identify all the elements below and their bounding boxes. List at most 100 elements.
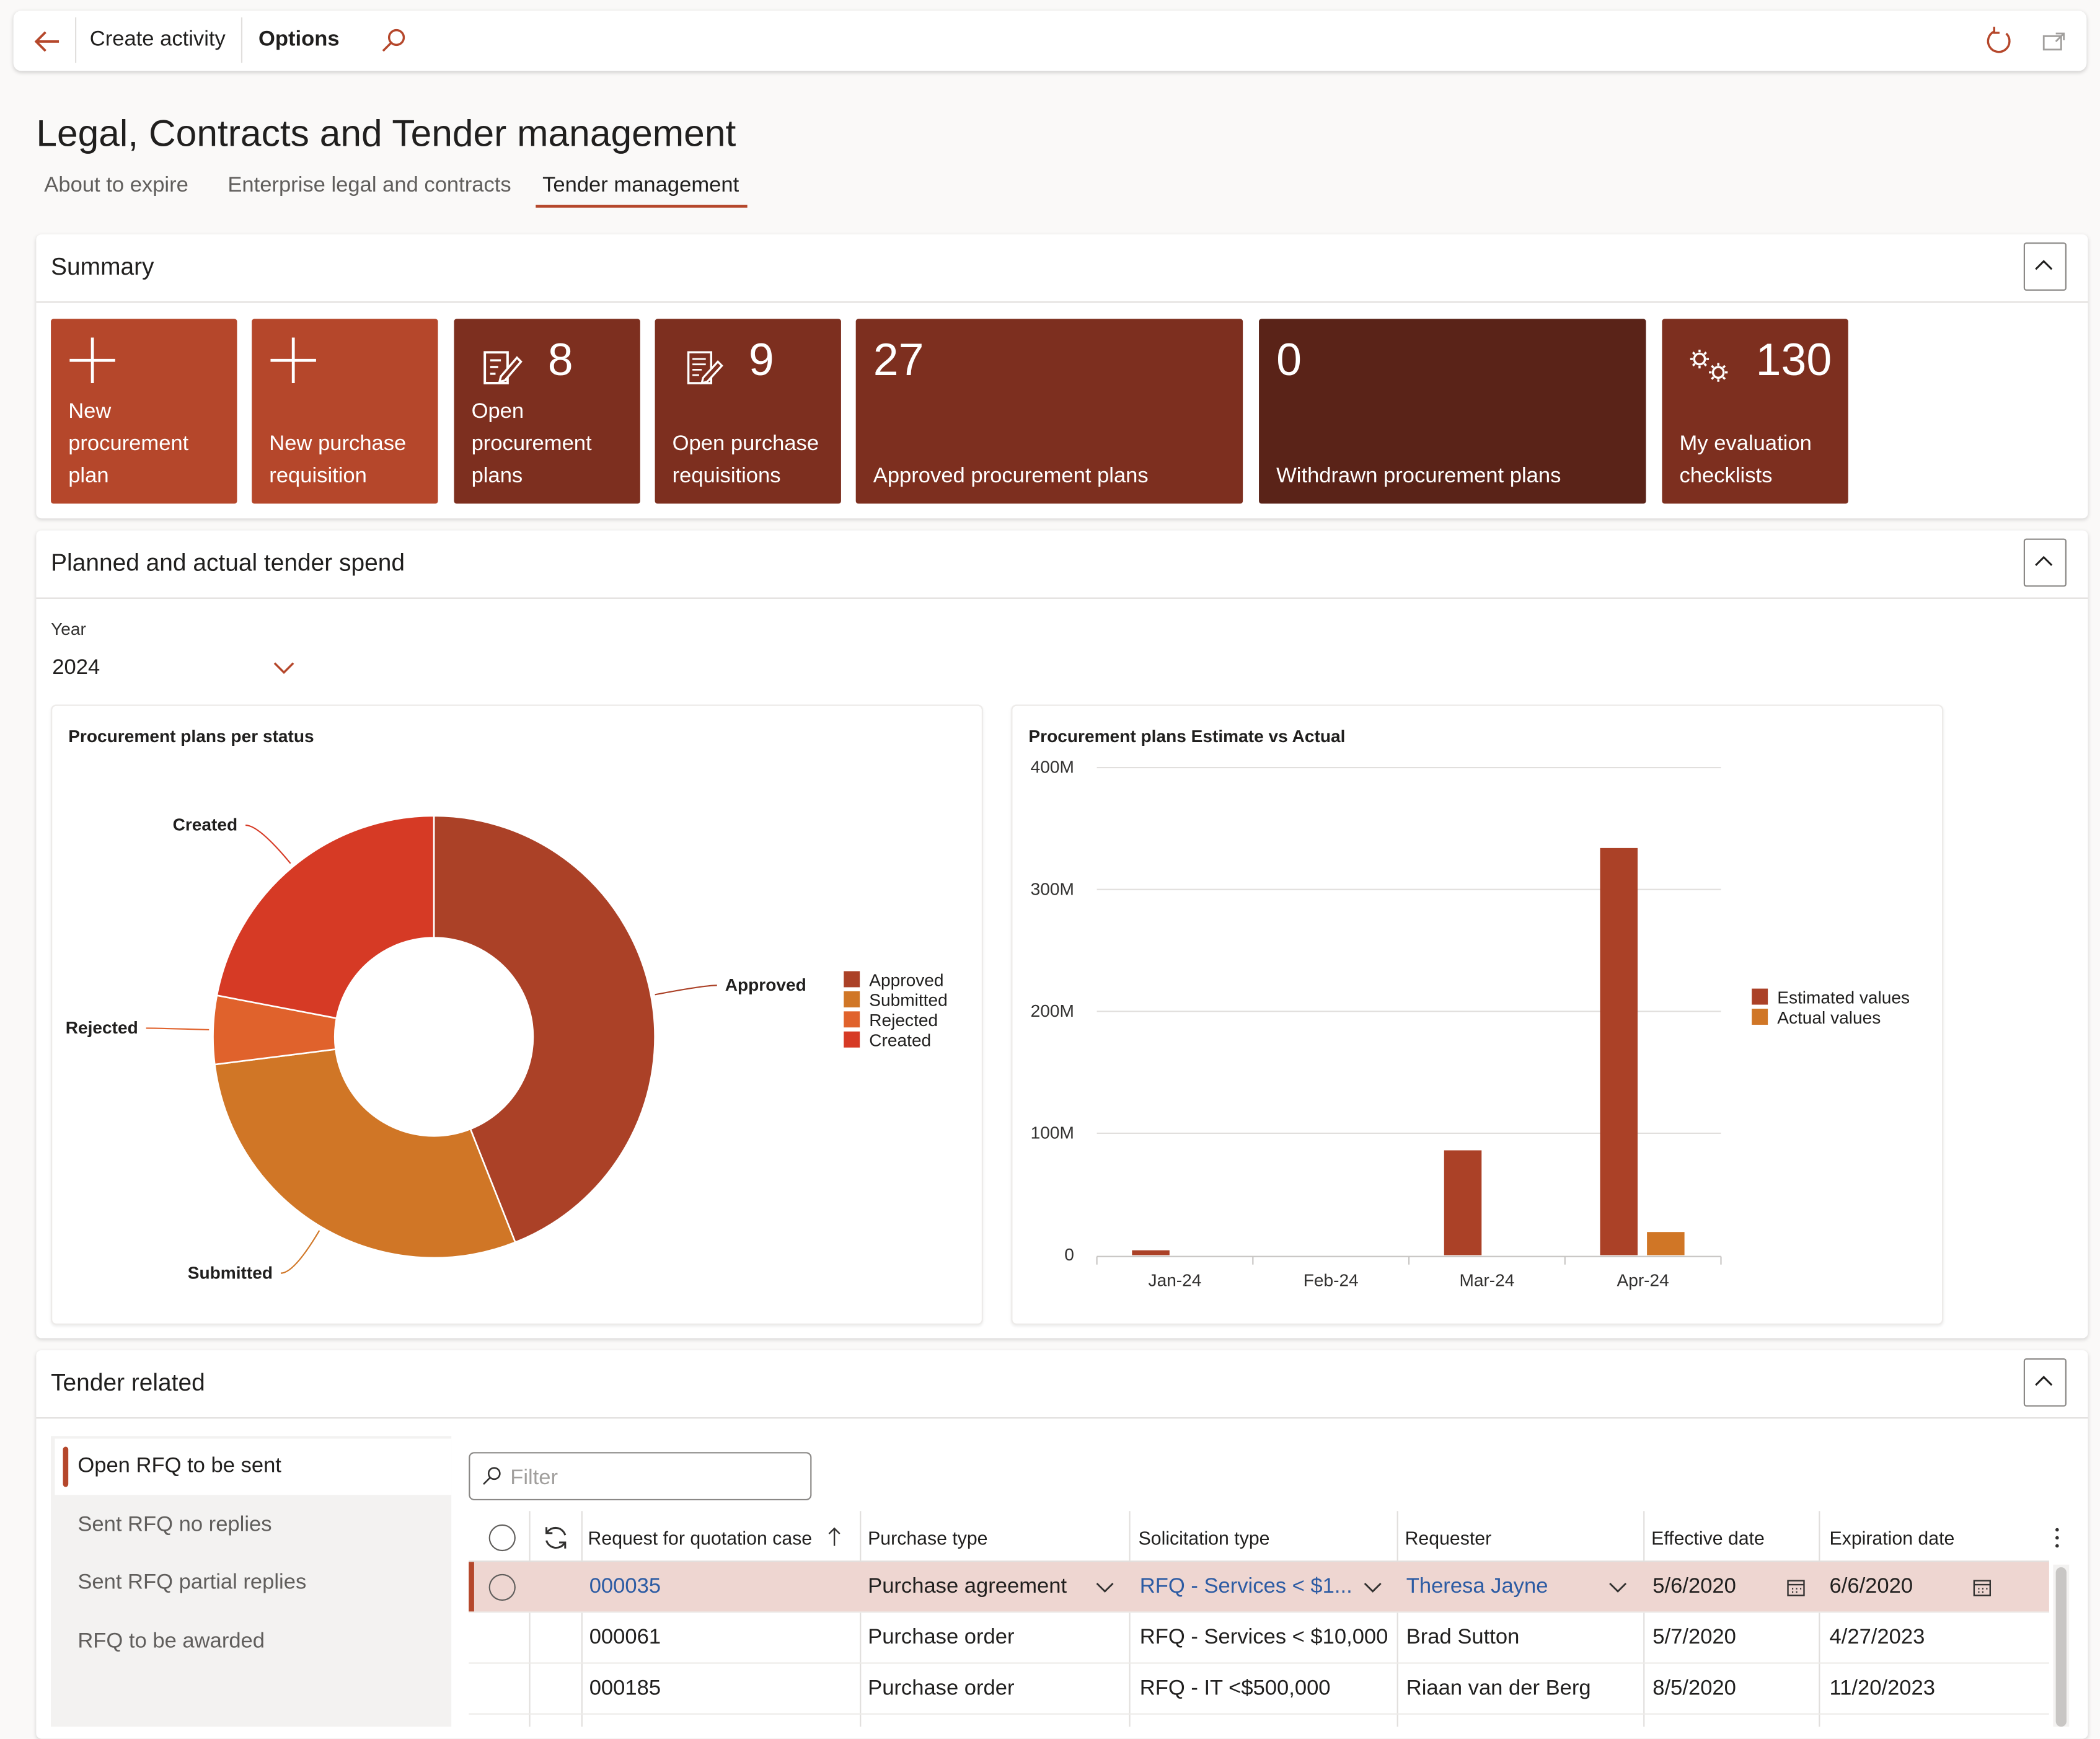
purchase-type-cell: Purchase order: [868, 1677, 1015, 1700]
effective-date-cell: 5/7/2020: [1652, 1626, 1736, 1649]
tab-about-to-expire[interactable]: About to expire: [44, 174, 188, 197]
create-activity-button[interactable]: Create activity: [89, 28, 226, 51]
status-donut-chart: ApprovedSubmittedRejectedCreatedApproved…: [66, 815, 948, 1282]
rfq-case-link[interactable]: 000035: [589, 1575, 661, 1598]
legend-label: Approved: [869, 970, 943, 989]
slice-label: Approved: [725, 975, 806, 994]
tile-open-purchase-requisitions[interactable]: 9 Open purchase requisitions: [655, 319, 841, 504]
estimate-vs-actual-chart-panel: Procurement plans Estimate vs Actual 0 10…: [1011, 704, 1944, 1325]
tile-withdrawn-procurement-plans[interactable]: 0 Withdrawn procurement plans: [1259, 319, 1646, 504]
table-row[interactable]: 000061 Purchase order RFQ - Services < $…: [469, 1613, 2049, 1664]
slice-label: Created: [173, 815, 238, 834]
tile-my-evaluation-checklists[interactable]: 130 My evaluation checklists: [1662, 319, 1848, 504]
filter-placeholder: Filter: [510, 1466, 558, 1490]
chevron-down-icon: [273, 662, 294, 675]
nav-sent-rfq-partial-replies[interactable]: Sent RFQ partial replies: [77, 1571, 307, 1595]
nav-rfq-to-be-awarded[interactable]: RFQ to be awarded: [77, 1630, 265, 1653]
options-menu[interactable]: Options: [258, 28, 340, 51]
column-header-solicitation-type[interactable]: Solicitation type: [1138, 1527, 1270, 1549]
bar-estimated-values[interactable]: [1444, 1150, 1482, 1255]
tile-new-purchase-requisition[interactable]: New purchase requisition: [252, 319, 438, 504]
refresh-icon[interactable]: [541, 1523, 571, 1553]
search-icon: [483, 1467, 501, 1485]
column-header-requester[interactable]: Requester: [1405, 1527, 1492, 1549]
tile-approved-procurement-plans[interactable]: 27 Approved procurement plans: [855, 319, 1243, 504]
x-tick-label: Jan-24: [1149, 1270, 1202, 1290]
rfq-case-cell[interactable]: 000185: [589, 1677, 661, 1700]
tab-enterprise-legal-and-contracts[interactable]: Enterprise legal and contracts: [227, 174, 511, 197]
legend-swatch: [844, 991, 860, 1007]
tile-label: My evaluation checklists: [1679, 432, 1812, 488]
column-header-rfq-case[interactable]: Request for quotation case: [588, 1527, 813, 1549]
solicitation-type-cell: RFQ - Services < $10,000: [1139, 1626, 1388, 1649]
summary-collapse-button[interactable]: [2023, 242, 2067, 291]
tender-related-title: Tender related: [51, 1369, 205, 1396]
sort-ascending-icon[interactable]: [827, 1526, 841, 1547]
requester-cell[interactable]: Theresa Jayne: [1406, 1575, 1548, 1598]
tile-count: 130: [1755, 335, 1832, 386]
rfq-case-cell[interactable]: 000061: [589, 1626, 661, 1649]
status-donut-chart-panel: Procurement plans per status Approved Sub…: [51, 704, 983, 1325]
summary-section: Summary New procurement plan New purchas…: [36, 234, 2088, 519]
donut-slice-created[interactable]: [216, 815, 435, 1019]
y-tick-label: 0: [1064, 1245, 1074, 1264]
x-tick-label: Mar-24: [1459, 1270, 1514, 1290]
chevron-down-icon[interactable]: [1608, 1581, 1627, 1595]
chevron-down-icon[interactable]: [1095, 1581, 1114, 1595]
bar-estimated-values[interactable]: [1600, 847, 1638, 1255]
tile-label: Open procurement plans: [471, 400, 592, 488]
x-tick-label: Apr-24: [1617, 1270, 1669, 1290]
purchase-type-cell[interactable]: Purchase agreement: [868, 1575, 1067, 1598]
refresh-icon[interactable]: [1982, 25, 2014, 58]
column-header-purchase-type[interactable]: Purchase type: [868, 1527, 988, 1549]
tile-count: 27: [873, 335, 924, 386]
tile-label: Open purchase requisitions: [672, 432, 819, 488]
bar-estimated-values[interactable]: [1132, 1250, 1170, 1255]
column-header-effective-date[interactable]: Effective date: [1651, 1527, 1765, 1549]
select-all-radio[interactable]: [488, 1524, 516, 1552]
tile-count: 0: [1276, 335, 1302, 386]
back-arrow-icon[interactable]: [30, 24, 64, 59]
tab-tender-management[interactable]: Tender management: [542, 174, 739, 197]
more-options-icon[interactable]: [2049, 1524, 2065, 1551]
expiration-date-cell[interactable]: 6/6/2020: [1829, 1575, 1913, 1598]
active-nav-indicator: [63, 1446, 69, 1487]
bar-actual-values[interactable]: [1647, 1232, 1685, 1255]
tender-nav-list: Open RFQ to be sent Sent RFQ no replies …: [51, 1436, 452, 1727]
plus-icon: [69, 337, 115, 383]
column-header-expiration-date[interactable]: Expiration date: [1829, 1527, 1955, 1549]
grid-header: [469, 1511, 2049, 1562]
slice-label: Rejected: [66, 1018, 138, 1037]
tender-related-collapse-button[interactable]: [2023, 1358, 2067, 1407]
tile-open-procurement-plans[interactable]: 8 Open procurement plans: [454, 319, 640, 504]
chevron-up-icon: [2035, 260, 2053, 270]
tender-spend-collapse-button[interactable]: [2023, 538, 2067, 587]
open-in-new-window-icon[interactable]: [2039, 25, 2071, 58]
year-label: Year: [51, 619, 86, 639]
tile-label: New procurement plan: [68, 400, 189, 488]
tile-new-procurement-plan[interactable]: New procurement plan: [51, 319, 237, 504]
expiration-date-cell: 4/27/2023: [1829, 1626, 1925, 1649]
legend-swatch: [1752, 988, 1768, 1005]
donut-slice-approved[interactable]: [433, 815, 656, 1244]
tile-count: 9: [748, 335, 774, 386]
nav-sent-rfq-no-replies[interactable]: Sent RFQ no replies: [77, 1513, 272, 1537]
row-select-radio[interactable]: [488, 1573, 516, 1601]
y-tick-label: 200M: [1031, 1001, 1074, 1020]
calendar-icon[interactable]: [1786, 1578, 1805, 1596]
rfq-grid: Request for quotation case Purchase type…: [469, 1511, 2073, 1727]
filter-input[interactable]: Filter: [469, 1452, 812, 1500]
year-dropdown[interactable]: 2024: [51, 648, 300, 689]
calendar-icon[interactable]: [1973, 1578, 1992, 1596]
effective-date-cell[interactable]: 5/6/2020: [1652, 1575, 1736, 1598]
table-row[interactable]: 000185 Purchase order RFQ - IT <$500,000…: [469, 1664, 2049, 1715]
chevron-down-icon[interactable]: [1364, 1581, 1382, 1595]
search-icon[interactable]: [377, 25, 410, 58]
donut-slice-submitted[interactable]: [213, 1048, 516, 1259]
scrollbar-thumb[interactable]: [2055, 1567, 2067, 1727]
grid-vertical-scrollbar[interactable]: [2053, 1564, 2070, 1727]
nav-open-rfq-to-be-sent[interactable]: Open RFQ to be sent: [77, 1454, 281, 1478]
table-row[interactable]: 000035 Purchase agreement RFQ - Services…: [469, 1562, 2049, 1613]
solicitation-type-cell[interactable]: RFQ - Services < $1...: [1139, 1575, 1352, 1598]
requester-cell: Brad Sutton: [1406, 1626, 1520, 1649]
